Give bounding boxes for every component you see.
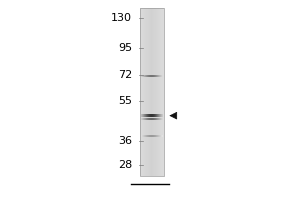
Text: 72: 72: [118, 70, 132, 80]
Text: 95: 95: [118, 43, 132, 53]
Text: 55: 55: [118, 96, 132, 106]
Bar: [140, 8, 164, 176]
Text: 28: 28: [118, 160, 132, 170]
Text: 130: 130: [111, 13, 132, 23]
Text: 36: 36: [118, 136, 132, 146]
